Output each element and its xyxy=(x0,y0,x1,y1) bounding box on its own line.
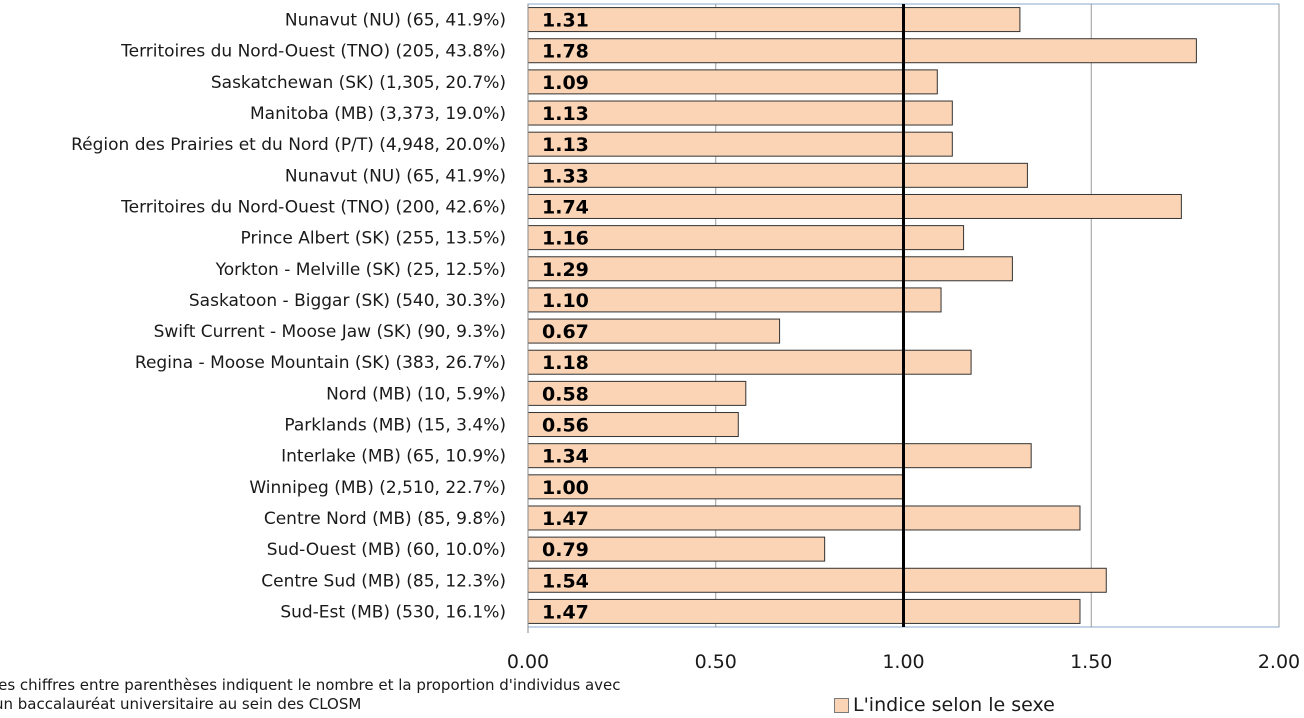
bar xyxy=(527,193,1182,219)
data-label: 1.09 xyxy=(542,72,589,94)
bar xyxy=(527,474,904,500)
category-label: Territoires du Nord-Ouest (TNO) (205, 43… xyxy=(120,42,506,62)
category-label: Winnipeg (MB) (2,510, 22.7%) xyxy=(249,478,506,498)
bar xyxy=(527,349,972,375)
category-label: Sud-Ouest (MB) (60, 10.0%) xyxy=(267,540,506,560)
bar xyxy=(527,7,1021,33)
category-label: Nord (MB) (10, 5.9%) xyxy=(326,384,506,404)
category-label: Manitoba (MB) (3,373, 19.0%) xyxy=(250,104,506,124)
x-tick-label: 0.00 xyxy=(507,651,549,673)
x-tick-label: 1.50 xyxy=(1070,651,1112,673)
bar xyxy=(527,69,938,95)
data-label: 1.47 xyxy=(542,601,589,623)
category-label: Saskatchewan (SK) (1,305, 20.7%) xyxy=(211,73,506,93)
x-tick-label: 2.00 xyxy=(1258,651,1300,673)
footnote-line-1: Les chiffres entre parenthèses indiquent… xyxy=(0,676,621,694)
category-label: Interlake (MB) (65, 10.9%) xyxy=(281,447,506,467)
category-label: Swift Current - Moose Jaw (SK) (90, 9.3%… xyxy=(154,322,506,342)
bar xyxy=(527,443,1032,469)
data-label: 1.29 xyxy=(542,259,589,281)
x-tick-label: 0.50 xyxy=(695,651,737,673)
bar xyxy=(527,380,747,406)
category-label: Regina - Moose Mountain (SK) (383, 26.7%… xyxy=(135,353,506,373)
x-tick-label: 1.00 xyxy=(882,651,924,673)
category-label: Parklands (MB) (15, 3.4%) xyxy=(284,416,506,436)
data-label: 1.33 xyxy=(542,165,589,187)
bar xyxy=(527,598,1081,624)
data-label: 1.31 xyxy=(542,10,589,32)
bar xyxy=(527,38,1197,64)
data-label: 1.18 xyxy=(542,352,589,374)
data-label: 1.47 xyxy=(542,508,589,530)
data-label: 1.13 xyxy=(542,134,589,156)
bar xyxy=(527,256,1013,282)
category-label: Saskatoon - Biggar (SK) (540, 30.3%) xyxy=(189,291,506,311)
data-label: 1.34 xyxy=(542,446,589,468)
bar xyxy=(527,225,965,251)
bar xyxy=(527,287,942,313)
legend: L'indice selon le sexe xyxy=(834,694,1055,716)
bar xyxy=(527,131,953,157)
data-label: 1.54 xyxy=(542,570,589,592)
data-label: 1.16 xyxy=(542,228,589,250)
category-label: Région des Prairies et du Nord (P/T) (4,… xyxy=(71,135,506,155)
category-label: Prince Albert (SK) (255, 13.5%) xyxy=(241,229,506,249)
bar xyxy=(527,318,781,344)
bar-chart: 1.31 Nunavut (NU) (65, 41.9%) 1.78 Territoi… xyxy=(71,3,1300,673)
category-label: Yorkton - Melville (SK) (25, 12.5%) xyxy=(215,260,506,280)
category-label: Nunavut (NU) (65, 41.9%) xyxy=(285,11,506,31)
category-label: Nunavut (NU) (65, 41.9%) xyxy=(285,166,506,186)
footnote: Les chiffres entre parenthèses indiquent… xyxy=(0,676,760,718)
data-label: 0.67 xyxy=(542,321,589,343)
category-label: Centre Sud (MB) (85, 12.3%) xyxy=(261,571,506,591)
data-label: 1.78 xyxy=(542,41,589,63)
bar xyxy=(527,505,1081,531)
data-label: 0.56 xyxy=(542,415,589,437)
category-label: Territoires du Nord-Ouest (TNO) (200, 42… xyxy=(120,197,506,217)
bar xyxy=(527,567,1107,593)
data-label: 1.13 xyxy=(542,103,589,125)
legend-label: L'indice selon le sexe xyxy=(853,694,1055,716)
category-label: Centre Nord (MB) (85, 9.8%) xyxy=(264,509,506,529)
bar xyxy=(527,162,1028,188)
category-label: Sud-Est (MB) (530, 16.1%) xyxy=(280,602,506,622)
data-label: 0.58 xyxy=(542,383,589,405)
data-label: 0.79 xyxy=(542,539,589,561)
footnote-line-2: un baccalauréat universitaire au sein de… xyxy=(0,695,362,713)
data-label: 1.74 xyxy=(542,196,589,218)
data-label: 1.10 xyxy=(542,290,589,312)
legend-swatch xyxy=(834,697,849,713)
bar xyxy=(527,100,953,126)
data-label: 1.00 xyxy=(542,477,589,499)
